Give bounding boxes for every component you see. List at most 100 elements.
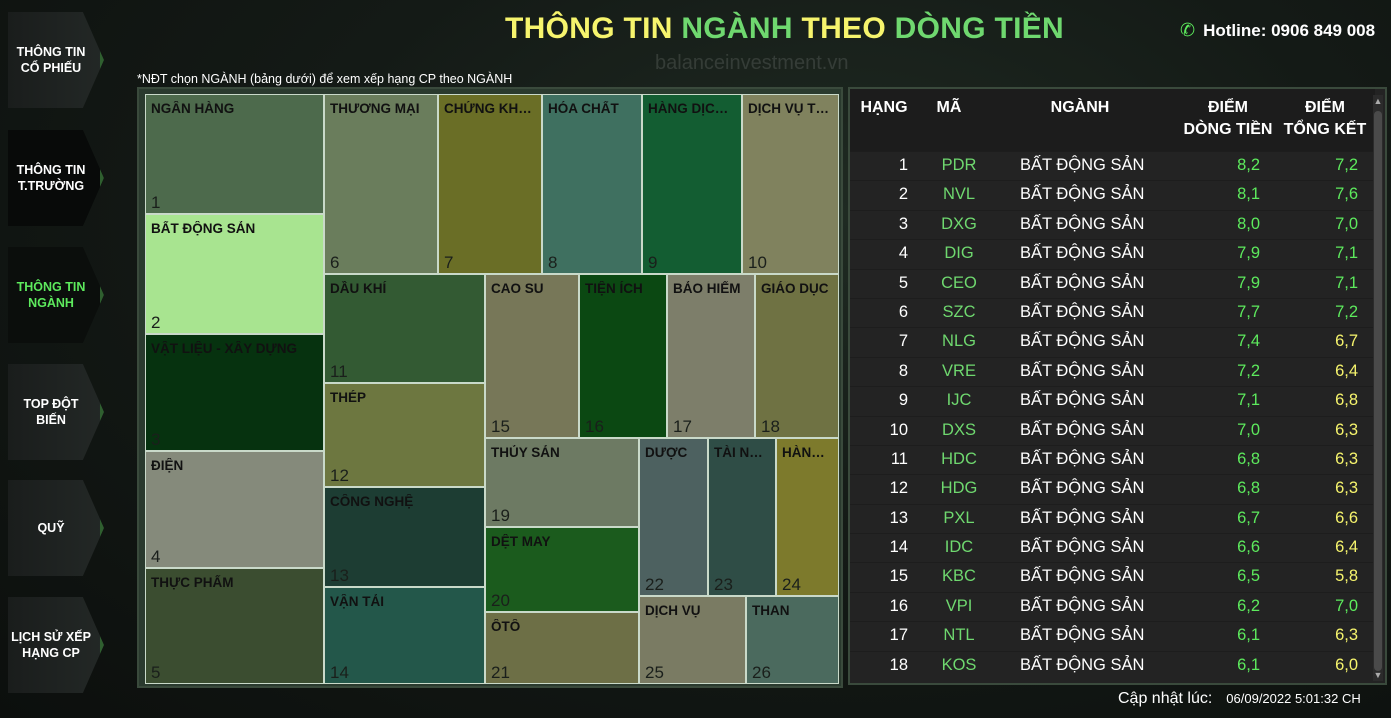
- nav-industry-info[interactable]: THÔNG TIN NGÀNH: [8, 247, 104, 343]
- treemap-tile[interactable]: DƯỢC 22: [639, 438, 708, 596]
- tile-name: DỊCH VỤ: [645, 603, 701, 618]
- industry-cell: BẤT ĐỘNG SẢN: [1020, 361, 1145, 380]
- total-score-cell: 6,7: [1335, 332, 1358, 351]
- table-row[interactable]: 3 DXG BẤT ĐỘNG SẢN 8,0 7,0: [850, 209, 1375, 239]
- table-row[interactable]: 16 VPI BẤT ĐỘNG SẢN 6,2 7,0: [850, 591, 1375, 621]
- tile-name: ÔTÔ: [491, 619, 521, 634]
- tile-rank: 13: [330, 566, 349, 585]
- treemap-tile[interactable]: BẢO HIỂM 17: [667, 274, 755, 438]
- code-cell: DIG: [944, 244, 974, 263]
- treemap-tile[interactable]: NGÂN HÀNG 1: [145, 94, 324, 214]
- treemap-tile[interactable]: GIÁO DỤC 18: [755, 274, 839, 438]
- page-title: THÔNG TIN NGÀNH THEO DÒNG TIỀN: [505, 12, 1064, 46]
- table-row[interactable]: 1 PDR BẤT ĐỘNG SẢN 8,2 7,2: [850, 151, 1375, 180]
- nav-market-info[interactable]: THÔNG TIN T.TRƯỜNG: [8, 130, 104, 226]
- total-score-cell: 6,3: [1335, 420, 1358, 439]
- treemap-tile[interactable]: TIỆN ÍCH 16: [579, 274, 667, 438]
- treemap-tile[interactable]: THƯƠNG MẠI 6: [324, 94, 438, 274]
- table-row[interactable]: 15 KBC BẤT ĐỘNG SẢN 6,5 5,8: [850, 562, 1375, 591]
- tile-name: THỰC PHẨM: [151, 575, 234, 590]
- nav-top-breakout[interactable]: TOP ĐỘT BIẾN: [8, 364, 104, 460]
- col-industry-header[interactable]: NGÀNH: [1050, 99, 1110, 116]
- flow-score-cell: 7,1: [1237, 391, 1260, 410]
- title-part: NGÀNH: [681, 12, 802, 45]
- treemap-tile[interactable]: DẦU KHÍ 11: [324, 274, 485, 383]
- col-total-header-line1: ĐIỂM: [1305, 99, 1345, 116]
- nav-stock-info[interactable]: THÔNG TIN CỔ PHIẾU: [8, 12, 104, 108]
- total-score-cell: 7,1: [1335, 273, 1358, 292]
- scroll-thumb[interactable]: [1374, 111, 1382, 671]
- treemap-tile[interactable]: CHỨNG KHOÁN 7: [438, 94, 542, 274]
- treemap-tile[interactable]: THAN 26: [746, 596, 839, 684]
- rank-cell: 14: [889, 538, 908, 557]
- code-cell: VRE: [942, 361, 976, 380]
- table-row[interactable]: 2 NVL BẤT ĐỘNG SẢN 8,1 7,6: [850, 180, 1375, 209]
- treemap-tile[interactable]: CÔNG NGHỆ 13: [324, 487, 485, 587]
- table-scrollbar[interactable]: ▲ ▼: [1373, 95, 1383, 681]
- tile-rank: 9: [648, 253, 658, 272]
- table-row[interactable]: 5 CEO BẤT ĐỘNG SẢN 7,9 7,1: [850, 268, 1375, 298]
- rank-cell: 1: [898, 156, 908, 174]
- table-row[interactable]: 7 NLG BẤT ĐỘNG SẢN 7,4 6,7: [850, 327, 1375, 356]
- table-row[interactable]: 6 SZC BẤT ĐỘNG SẢN 7,7 7,2: [850, 297, 1375, 327]
- table-row[interactable]: 8 VRE BẤT ĐỘNG SẢN 7,2 6,4: [850, 356, 1375, 386]
- col-total-header[interactable]: ĐIỂM TỔNG KẾT: [1275, 97, 1375, 141]
- treemap-tile[interactable]: TÀI NGUYÊN 23: [708, 438, 776, 596]
- treemap-tile[interactable]: ÔTÔ 21: [485, 612, 639, 684]
- nav-funds[interactable]: QUỸ: [8, 480, 104, 576]
- table-row[interactable]: 13 PXL BẤT ĐỘNG SẢN 6,7 6,6: [850, 503, 1375, 533]
- col-rank-header[interactable]: HẠNG: [860, 99, 908, 116]
- last-updated-value: 06/09/2022 5:01:32 CH: [1226, 691, 1361, 706]
- tile-name: DỆT MAY: [491, 534, 551, 549]
- treemap-tile[interactable]: DỆT MAY 20: [485, 527, 639, 612]
- total-score-cell: 7,2: [1335, 302, 1358, 321]
- total-score-cell: 7,2: [1335, 156, 1358, 174]
- tile-rank: 17: [673, 417, 692, 436]
- table-row[interactable]: 14 IDC BẤT ĐỘNG SẢN 6,6 6,4: [850, 533, 1375, 562]
- rank-cell: 3: [898, 214, 908, 233]
- treemap-tile[interactable]: THÉP 12: [324, 383, 485, 487]
- table-row[interactable]: 10 DXS BẤT ĐỘNG SẢN 7,0 6,3: [850, 415, 1375, 445]
- treemap-tile[interactable]: DỊCH VỤ TÀI CHÍNH 10: [742, 94, 839, 274]
- industry-cell: BẤT ĐỘNG SẢN: [1020, 156, 1145, 174]
- table-row[interactable]: 17 NTL BẤT ĐỘNG SẢN 6,1 6,3: [850, 621, 1375, 650]
- col-code-header[interactable]: MÃ: [936, 99, 962, 116]
- title-part: THEO: [801, 12, 895, 45]
- table-row[interactable]: 11 HDC BẤT ĐỘNG SẢN 6,8 6,3: [850, 444, 1375, 474]
- last-updated: Cập nhật lúc: 06/09/2022 5:01:32 CH: [1118, 690, 1361, 708]
- treemap-tile[interactable]: HÀNG DỊCH VỤ 9: [642, 94, 742, 274]
- treemap-tile[interactable]: HÓA CHẤT 8: [542, 94, 642, 274]
- rank-cell: 12: [889, 479, 908, 498]
- total-score-cell: 7,1: [1335, 244, 1358, 263]
- tile-rank: 26: [752, 663, 771, 682]
- rank-cell: 18: [889, 655, 908, 674]
- tile-rank: 18: [761, 417, 780, 436]
- code-cell: NVL: [942, 185, 976, 204]
- col-flow-header[interactable]: ĐIỂM DÒNG TIỀN: [1168, 97, 1288, 141]
- treemap-tile[interactable]: THỦY SẢN 19: [485, 438, 639, 527]
- last-updated-label: Cập nhật lúc:: [1118, 690, 1213, 707]
- table-row[interactable]: 12 HDG BẤT ĐỘNG SẢN 6,8 6,3: [850, 474, 1375, 503]
- nav-label: LỊCH SỬ XẾP HẠNG CP: [11, 630, 91, 660]
- scroll-down-icon[interactable]: ▼: [1373, 670, 1383, 680]
- treemap-tile[interactable]: DỊCH VỤ 25: [639, 596, 746, 684]
- scroll-up-icon[interactable]: ▲: [1373, 96, 1383, 106]
- treemap-tile[interactable]: BẤT ĐỘNG SẢN 2: [145, 214, 324, 334]
- treemap-tile[interactable]: VẬT LIỆU - XÂY DỰNG 3: [145, 334, 324, 451]
- treemap-tile[interactable]: THỰC PHẨM 5: [145, 568, 324, 684]
- code-cell: HDG: [940, 479, 978, 498]
- treemap-tile[interactable]: VẬN TẢI 14: [324, 587, 485, 684]
- treemap-tile[interactable]: HÀNG HÓA 24: [776, 438, 839, 596]
- table-row[interactable]: 9 IJC BẤT ĐỘNG SẢN 7,1 6,8: [850, 386, 1375, 415]
- treemap-tile[interactable]: CAO SU 15: [485, 274, 579, 438]
- industry-cell: BẤT ĐỘNG SẢN: [1020, 214, 1145, 233]
- table-row[interactable]: 18 KOS BẤT ĐỘNG SẢN 6,1 6,0: [850, 650, 1375, 680]
- code-cell: IDC: [944, 538, 974, 557]
- code-cell: DXG: [941, 214, 977, 233]
- nav-rank-history[interactable]: LỊCH SỬ XẾP HẠNG CP: [8, 597, 104, 693]
- flow-score-cell: 7,9: [1237, 244, 1260, 263]
- treemap-tile[interactable]: ĐIỆN 4: [145, 451, 324, 568]
- table-row[interactable]: 4 DIG BẤT ĐỘNG SẢN 7,9 7,1: [850, 239, 1375, 268]
- tile-name: THAN: [752, 603, 790, 618]
- title-part: THÔNG TIN: [505, 12, 682, 45]
